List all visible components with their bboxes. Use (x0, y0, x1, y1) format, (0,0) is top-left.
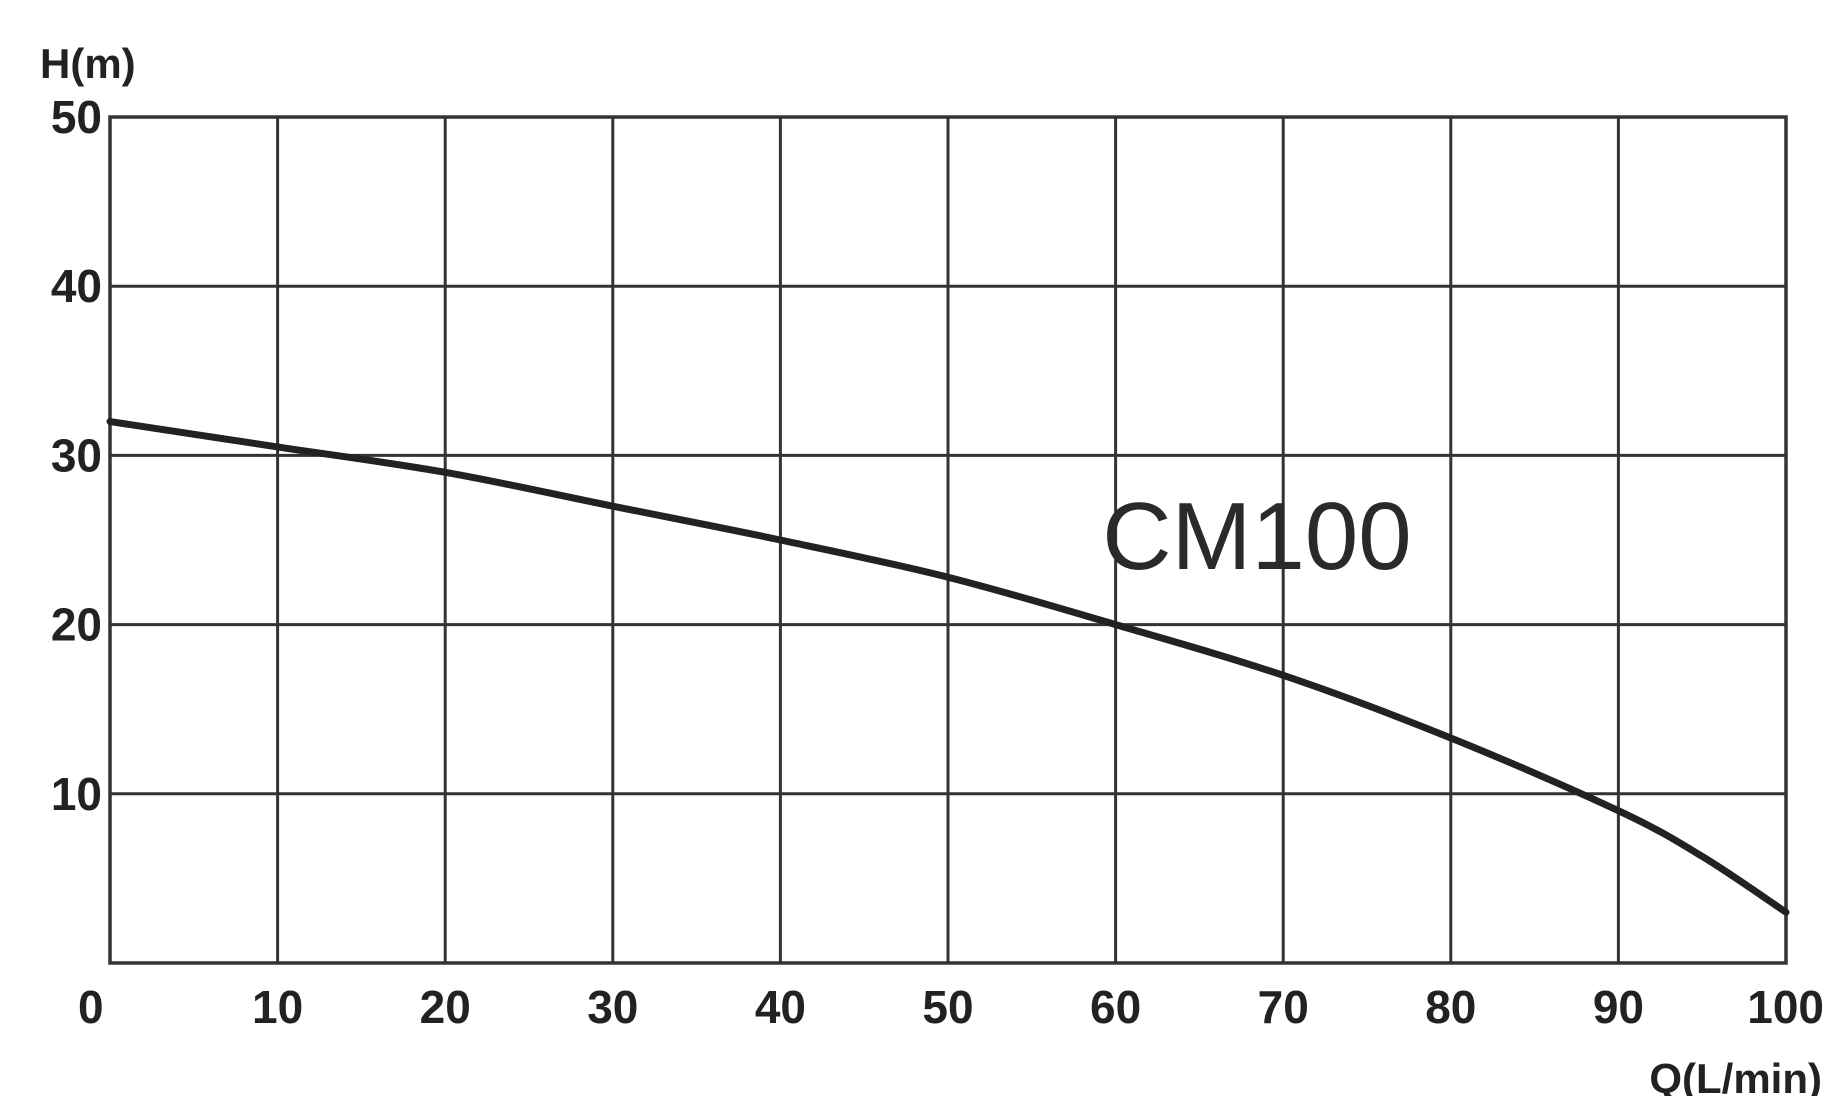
grid (108, 115, 1788, 963)
x-tick-label-20: 20 (420, 981, 471, 1033)
x-tick-label-0: 0 (78, 981, 104, 1033)
y-tick-labels: 10 20 30 40 50 (51, 91, 102, 820)
y-tick-label-30: 30 (51, 429, 102, 481)
y-tick-label-50: 50 (51, 91, 102, 143)
x-tick-label-30: 30 (587, 981, 638, 1033)
x-tick-label-40: 40 (755, 981, 806, 1033)
plot-frame (108, 115, 1788, 965)
x-tick-label-10: 10 (252, 981, 303, 1033)
series-line-CM100 (106, 418, 1790, 916)
x-tick-label-70: 70 (1258, 981, 1309, 1033)
x-tick-label-50: 50 (922, 981, 973, 1033)
x-tick-label-60: 60 (1090, 981, 1141, 1033)
y-axis-label: H(m) (40, 40, 136, 87)
x-tick-labels: 0 10 20 30 40 50 60 70 80 90 100 (78, 981, 1824, 1033)
y-tick-label-20: 20 (51, 599, 102, 651)
x-tick-label-100: 100 (1747, 981, 1824, 1033)
y-tick-label-10: 10 (51, 768, 102, 820)
x-axis-label: Q(L/min) (1649, 1055, 1822, 1096)
x-tick-label-90: 90 (1593, 981, 1644, 1033)
series-lines: CM100 (106, 418, 1790, 916)
x-tick-label-80: 80 (1425, 981, 1476, 1033)
series-label-CM100: CM100 (1102, 483, 1411, 590)
y-tick-label-40: 40 (51, 260, 102, 312)
